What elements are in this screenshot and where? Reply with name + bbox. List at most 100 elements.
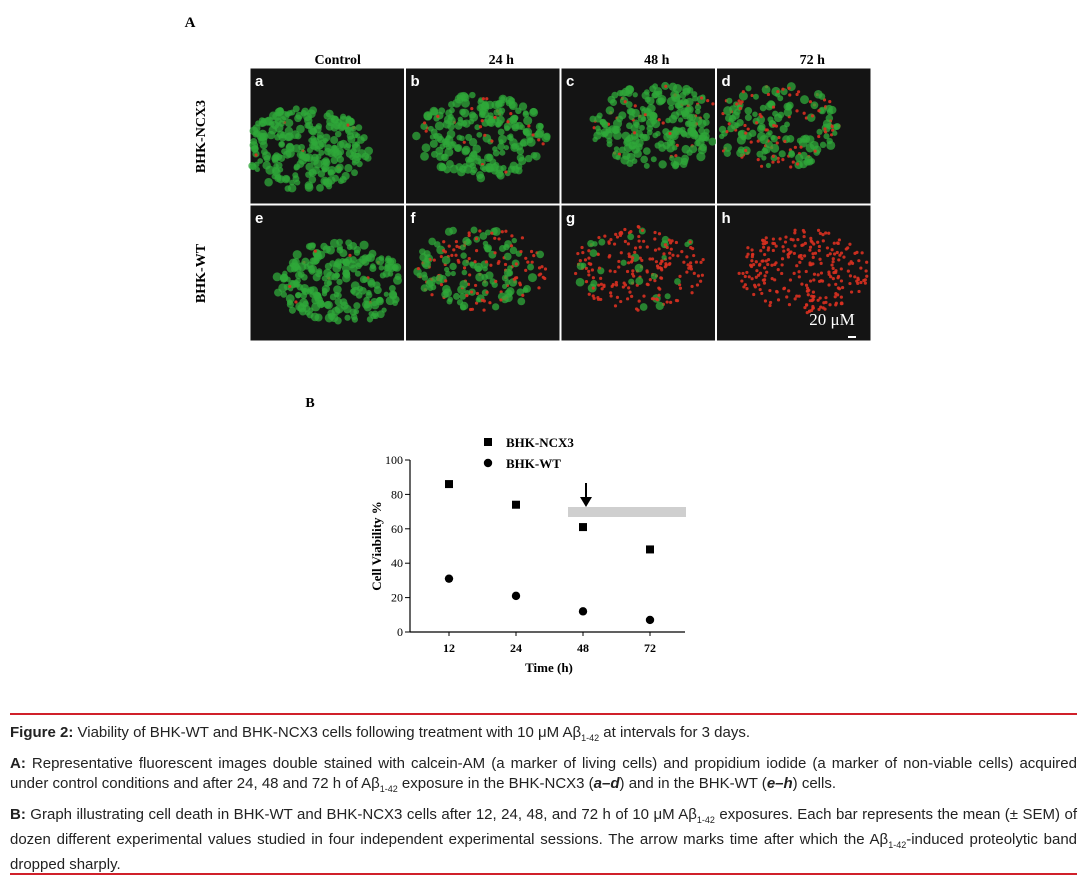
cell xyxy=(750,93,754,98)
cell xyxy=(802,254,807,258)
cell xyxy=(827,270,831,274)
cell xyxy=(469,151,478,161)
cell xyxy=(826,108,834,115)
cell xyxy=(393,275,402,285)
cell xyxy=(752,93,759,100)
cell xyxy=(811,297,815,302)
cell xyxy=(344,164,353,173)
cell xyxy=(429,139,438,148)
cell xyxy=(292,144,301,153)
cell xyxy=(680,157,689,166)
cell xyxy=(684,241,690,248)
cell xyxy=(488,301,492,305)
cell xyxy=(615,154,621,161)
cell xyxy=(438,163,447,171)
cell xyxy=(633,104,637,108)
panel-letter: b xyxy=(411,73,420,90)
panel-letter: a xyxy=(255,73,264,90)
cell xyxy=(617,259,621,264)
cell xyxy=(770,277,774,281)
cell xyxy=(497,128,505,136)
cell xyxy=(275,107,285,116)
cell xyxy=(465,156,471,163)
cell xyxy=(827,231,831,235)
cell xyxy=(816,228,821,232)
caption-text: exposures. Each bar represents the mean … xyxy=(10,806,1077,848)
cell xyxy=(797,270,801,274)
cell xyxy=(430,150,439,158)
cell xyxy=(759,104,767,112)
micrograph xyxy=(716,67,872,205)
cell xyxy=(803,241,807,245)
cell xyxy=(627,233,635,241)
cell xyxy=(490,231,494,235)
cell xyxy=(625,101,633,109)
cell xyxy=(271,154,280,163)
cell xyxy=(661,254,667,261)
cell xyxy=(823,307,827,311)
cell xyxy=(774,124,779,128)
cell xyxy=(637,234,641,239)
cell xyxy=(634,263,644,273)
point xyxy=(445,480,453,489)
cell xyxy=(771,248,775,253)
cell xyxy=(640,228,645,232)
cell xyxy=(503,243,510,251)
cell xyxy=(520,236,525,240)
cell xyxy=(614,280,618,285)
cell xyxy=(801,134,811,143)
cell xyxy=(643,113,647,117)
cell xyxy=(657,232,662,236)
cell xyxy=(427,125,434,132)
cell xyxy=(669,300,673,305)
cell xyxy=(599,297,603,302)
cell xyxy=(795,92,799,97)
caption-text: Viability of BHK-WT and BHK-NCX3 cells f… xyxy=(73,724,582,741)
cell xyxy=(326,280,333,286)
cell xyxy=(617,265,621,269)
cell xyxy=(653,248,658,252)
x-axis-label: Time (h) xyxy=(525,660,573,675)
cell xyxy=(638,124,645,131)
cell xyxy=(633,149,642,158)
cell xyxy=(504,170,508,174)
caption-text: a–d xyxy=(593,775,620,792)
cell xyxy=(837,258,841,262)
cell xyxy=(462,259,470,267)
cell xyxy=(771,105,776,109)
cell xyxy=(431,276,437,282)
cell xyxy=(771,154,775,158)
cell xyxy=(626,242,630,246)
cell xyxy=(804,283,809,287)
cell xyxy=(834,269,838,273)
cell xyxy=(640,155,649,164)
cell xyxy=(461,269,468,276)
cell xyxy=(625,297,630,301)
cell xyxy=(434,121,444,131)
cell xyxy=(537,286,541,290)
cell xyxy=(682,260,686,264)
cell xyxy=(608,269,612,273)
cell xyxy=(420,151,429,161)
cell xyxy=(479,164,486,171)
cell xyxy=(491,281,498,288)
cell xyxy=(865,260,869,264)
cell xyxy=(584,280,589,284)
cell xyxy=(639,303,648,311)
cell xyxy=(456,299,464,306)
cell xyxy=(802,111,806,115)
cell xyxy=(691,247,695,251)
cell xyxy=(334,304,344,314)
cell xyxy=(780,263,784,267)
cell xyxy=(482,308,486,312)
cell xyxy=(842,255,846,259)
row-label: BHK-WT xyxy=(194,243,209,303)
cell xyxy=(633,250,637,254)
y-tick-label: 0 xyxy=(397,625,403,639)
cell xyxy=(754,260,758,264)
cell xyxy=(500,230,504,234)
cell xyxy=(754,275,758,279)
cell xyxy=(437,135,445,144)
cell xyxy=(445,109,453,117)
cell xyxy=(425,279,434,288)
